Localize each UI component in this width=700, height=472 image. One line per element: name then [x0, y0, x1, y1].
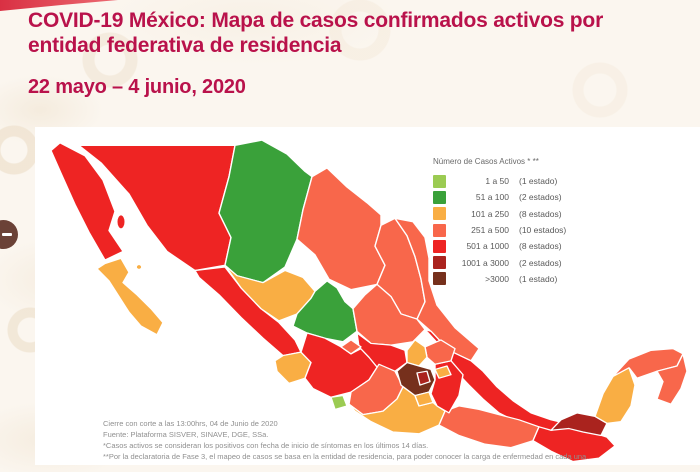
legend-color-chip: [433, 174, 446, 188]
mexico-choropleth-map: [50, 139, 688, 463]
footnote-phase3-note: **Por la declaratoria de Fase 3, el mape…: [103, 452, 589, 461]
tiburon-island: [116, 214, 126, 230]
legend-color-chip: [433, 272, 446, 286]
legend-row: >3000 (1 estado): [433, 271, 633, 287]
legend-color-chip: [433, 207, 446, 221]
state-guanajuato[interactable]: [356, 332, 408, 372]
collapse-dash-icon: [2, 233, 12, 236]
state-baja-california[interactable]: [50, 142, 124, 261]
legend-row: 1 a 50 (1 estado): [433, 173, 633, 189]
state-coahuila[interactable]: [296, 167, 386, 291]
legend-range-label: 1001 a 3000: [461, 257, 509, 268]
state-chiapas[interactable]: [532, 426, 616, 463]
legend-color-chip: [433, 190, 446, 204]
legend-range-label: 101 a 250: [471, 208, 509, 219]
state-tlaxcala[interactable]: [434, 365, 452, 379]
date-range: 22 mayo – 4 junio, 2020: [28, 75, 246, 98]
legend-count-label: (2 estados): [519, 192, 562, 203]
legend-color-chip: [433, 239, 446, 253]
page-title: COVID-19 México: Mapa de casos confirmad…: [28, 9, 688, 59]
state-oaxaca[interactable]: [438, 405, 540, 449]
state-ciudad-de-mexico[interactable]: [416, 370, 431, 386]
header: COVID-19 México: Mapa de casos confirmad…: [28, 9, 688, 99]
state-quintana-roo[interactable]: [656, 353, 688, 405]
small-island: [136, 264, 142, 270]
legend-count-label: (8 estados): [519, 241, 562, 252]
legend-count-label: (2 estados): [519, 257, 562, 268]
footnotes: Cierre con corte a las 13:00hrs, 04 de J…: [103, 418, 663, 462]
legend-row: 101 a 250 (8 estados): [433, 206, 633, 222]
legend-count-label: (1 estado): [519, 273, 558, 284]
legend-title: Número de Casos Activos * **: [433, 157, 539, 166]
footnote-source: Fuente: Plataforma SISVER, SINAVE, DGE, …: [103, 430, 269, 439]
map-panel: Número de Casos Activos * ** 1 a 50 (1 es…: [35, 127, 700, 465]
legend-count-label: (1 estado): [519, 176, 558, 187]
legend-color-chip: [433, 223, 446, 237]
legend-rows: 1 a 50 (1 estado) 51 a 100 (2 estados) 101 a…: [433, 173, 633, 287]
state-colima[interactable]: [330, 394, 348, 411]
legend-color-chip: [433, 256, 446, 270]
legend-row: 1001 a 3000 (2 estados): [433, 254, 633, 270]
state-queretaro[interactable]: [406, 339, 428, 367]
legend-range-label: 51 a 100: [475, 192, 509, 203]
legend-row: 501 a 1000 (8 estados): [433, 238, 633, 254]
state-morelos[interactable]: [414, 391, 434, 407]
state-baja-california-sur[interactable]: [96, 257, 164, 336]
legend-count-label: (8 estados): [519, 208, 562, 219]
legend-count-label: (10 estados): [519, 225, 567, 236]
footnote-cutoff: Cierre con corte a las 13:00hrs, 04 de J…: [103, 419, 278, 428]
state-campeche[interactable]: [594, 367, 636, 424]
page-title-line1: COVID-19 México: Mapa de casos confirmad…: [28, 9, 604, 32]
state-chihuahua[interactable]: [218, 139, 313, 284]
legend-range-label: >3000: [485, 273, 509, 284]
legend-range-label: 1 a 50: [485, 176, 509, 187]
page-title-line2: entidad federativa de residencia: [28, 33, 342, 57]
legend-row: 251 a 500 (10 estados): [433, 222, 633, 238]
map-legend: Número de Casos Activos * ** 1 a 50 (1 es…: [433, 157, 633, 287]
state-guerrero[interactable]: [348, 386, 446, 435]
footnote-active-cases-definition: *Casos activos se consideran los positiv…: [103, 441, 429, 450]
state-mexico[interactable]: [396, 361, 436, 397]
legend-range-label: 251 a 500: [471, 225, 509, 236]
legend-row: 51 a 100 (2 estados): [433, 189, 633, 205]
state-aguascalientes[interactable]: [340, 339, 362, 355]
collapse-tab-button[interactable]: [0, 220, 18, 249]
legend-range-label: 501 a 1000: [466, 241, 509, 252]
